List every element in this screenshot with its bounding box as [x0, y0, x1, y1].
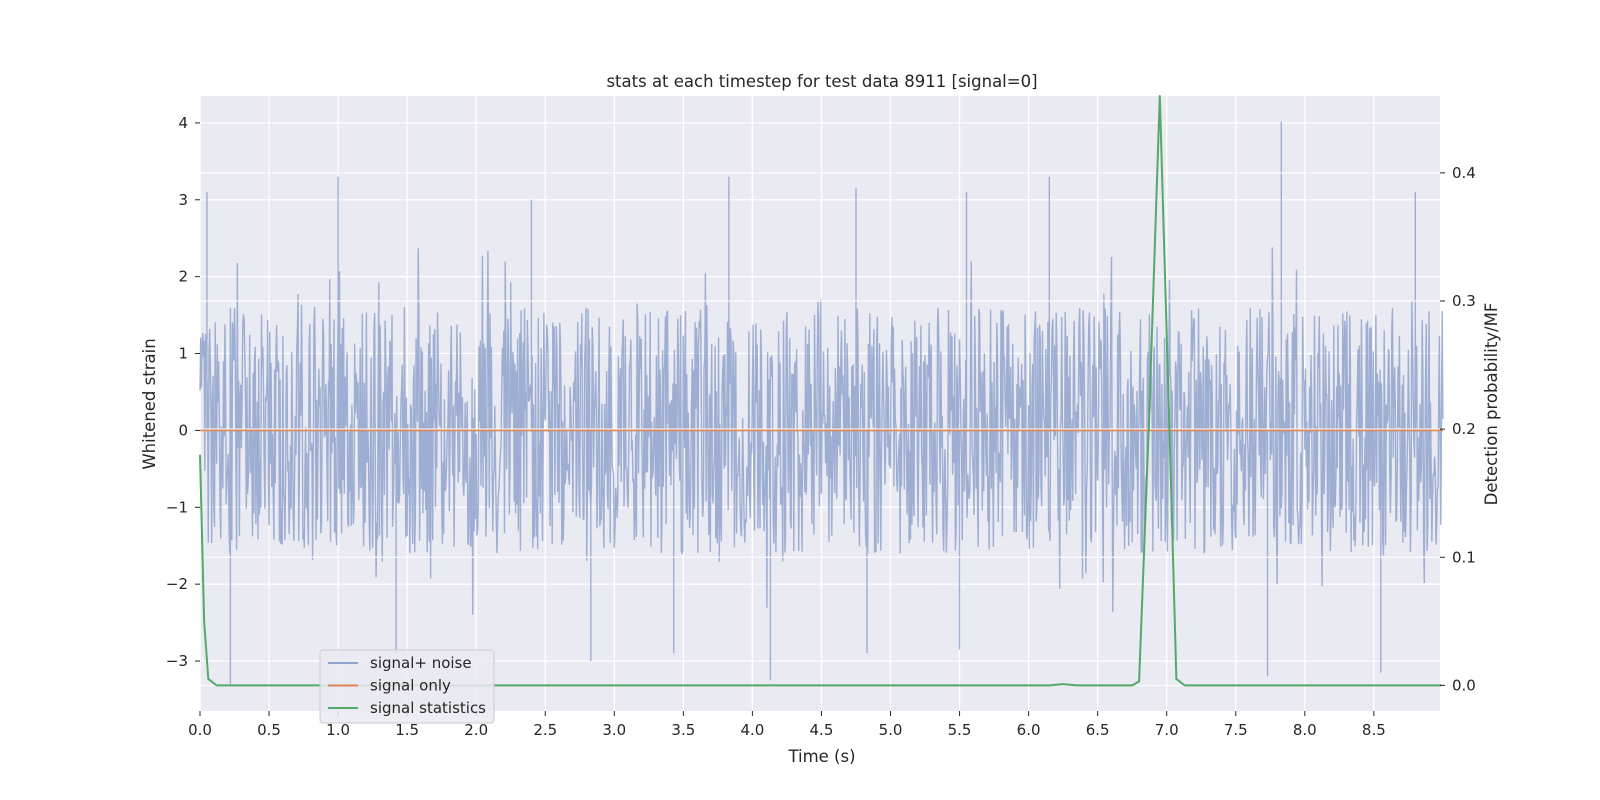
x-tick-label: 6.5: [1086, 721, 1110, 739]
x-tick-label: 4.0: [740, 721, 764, 739]
x-tick-label: 3.0: [602, 721, 626, 739]
legend-label: signal statistics: [370, 699, 486, 717]
y-tick-label: 1: [178, 345, 188, 363]
x-tick-label: 1.5: [395, 721, 419, 739]
y-tick-label: 2: [178, 268, 188, 286]
data-layer: [199, 95, 1444, 687]
x-tick-label: 2.0: [464, 721, 488, 739]
y2-tick-label: 0.3: [1452, 292, 1476, 310]
legend-label: signal only: [370, 677, 451, 695]
x-tick-label: 0.5: [257, 721, 281, 739]
x-tick-label: 4.5: [810, 721, 834, 739]
x-tick-label: 7.0: [1155, 721, 1179, 739]
y-axis-title: Whitened strain: [140, 338, 159, 469]
x-tick-label: 8.0: [1293, 721, 1317, 739]
y-tick-label: 0: [178, 421, 188, 439]
y-tick-label: 4: [178, 114, 188, 132]
x-tick-label: 8.5: [1362, 721, 1386, 739]
y-tick-label: −2: [166, 575, 188, 593]
y2-tick-label: 0.4: [1452, 164, 1476, 182]
series-signal-statistics-line: [199, 95, 1442, 687]
legend-label: signal+ noise: [370, 654, 472, 672]
y2-tick-label: 0.1: [1452, 548, 1476, 566]
x-tick-label: 7.5: [1224, 721, 1248, 739]
x-tick-label: 2.5: [533, 721, 557, 739]
x-tick-label: 6.0: [1017, 721, 1041, 739]
y2-tick-label: 0.0: [1452, 676, 1476, 694]
x-tick-label: 0.0: [188, 721, 212, 739]
legend: signal+ noise signal only signal statistic…: [319, 649, 495, 724]
legend-box: [319, 649, 495, 724]
x-tick-label: 5.0: [879, 721, 903, 739]
x-tick-label: 5.5: [948, 721, 972, 739]
y-tick-label: −1: [166, 498, 188, 516]
y2-tick-label: 0.2: [1452, 420, 1476, 438]
x-axis-title: Time (s): [787, 747, 855, 766]
y2-axis-title: Detection probability/MF: [1482, 303, 1501, 506]
y-tick-label: −3: [166, 652, 188, 670]
x-tick-label: 3.5: [671, 721, 695, 739]
y-tick-label: 3: [178, 191, 188, 209]
x-tick-label: 1.0: [326, 721, 350, 739]
chart-title: stats at each timestep for test data 891…: [606, 72, 1037, 91]
axis-tick-labels: 0.0 0.5 1.0 1.5 2.0 2.5 3.0 3.5 4.0 4.5 5.0 5.5 6.0 6…: [166, 114, 1476, 739]
